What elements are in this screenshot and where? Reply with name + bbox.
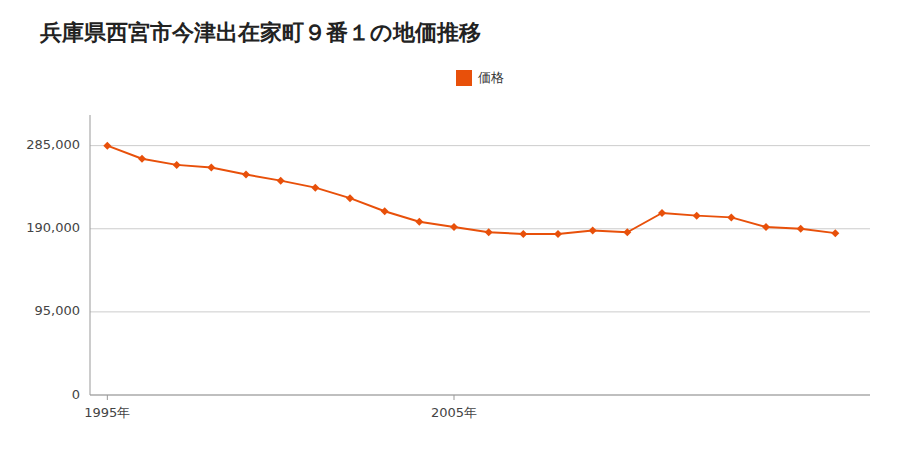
legend-label: 価格 bbox=[478, 70, 504, 85]
marker bbox=[381, 207, 389, 215]
x-axis-line bbox=[90, 395, 870, 396]
marker bbox=[138, 155, 146, 163]
marker bbox=[103, 142, 111, 150]
marker bbox=[485, 228, 493, 236]
marker bbox=[658, 209, 666, 217]
x-axis: 1995年 2005年 bbox=[84, 395, 870, 420]
marker bbox=[831, 229, 839, 237]
marker bbox=[207, 164, 215, 172]
line bbox=[107, 146, 835, 234]
title: 兵庫県西宮市今津出在家町９番１の地価推移 bbox=[39, 20, 481, 45]
grid-line bbox=[90, 395, 870, 396]
y-tick-label: 95,000 bbox=[35, 303, 81, 318]
grid-line bbox=[90, 311, 870, 312]
y-tick-label: 190,000 bbox=[26, 220, 80, 235]
marker bbox=[519, 230, 527, 238]
grid-line bbox=[90, 145, 870, 146]
legend-item: 価格 bbox=[456, 70, 504, 87]
marker bbox=[693, 212, 701, 220]
marker bbox=[277, 177, 285, 185]
x-tick-label: 2005年 bbox=[431, 405, 477, 420]
chart-svg: 兵庫県西宮市今津出在家町９番１の地価推移 0 95,000 190,000 285,00… bbox=[0, 0, 900, 450]
marker bbox=[242, 171, 250, 179]
marker bbox=[346, 194, 354, 202]
y-tick-label: 285,000 bbox=[26, 137, 80, 152]
marker bbox=[554, 230, 562, 238]
marker bbox=[450, 223, 458, 231]
legend-swatch bbox=[456, 70, 472, 86]
marker bbox=[797, 225, 805, 233]
y-axis-line bbox=[90, 115, 91, 395]
marker bbox=[727, 213, 735, 221]
x-tick bbox=[107, 395, 108, 400]
x-tick-label: 1995年 bbox=[84, 405, 130, 420]
grid-line bbox=[90, 228, 870, 229]
legend: 価格 bbox=[456, 70, 504, 87]
marker bbox=[589, 227, 597, 235]
plot-area bbox=[103, 142, 839, 238]
marker bbox=[173, 161, 181, 169]
marker bbox=[623, 228, 631, 236]
x-tick bbox=[454, 395, 455, 400]
y-axis: 0 95,000 190,000 285,000 bbox=[26, 115, 870, 402]
marker bbox=[762, 223, 770, 231]
chart-container: 兵庫県西宮市今津出在家町９番１の地価推移 0 95,000 190,000 285,00… bbox=[0, 0, 900, 450]
y-tick-label: 0 bbox=[72, 387, 80, 402]
marker bbox=[311, 184, 319, 192]
marker bbox=[415, 218, 423, 226]
